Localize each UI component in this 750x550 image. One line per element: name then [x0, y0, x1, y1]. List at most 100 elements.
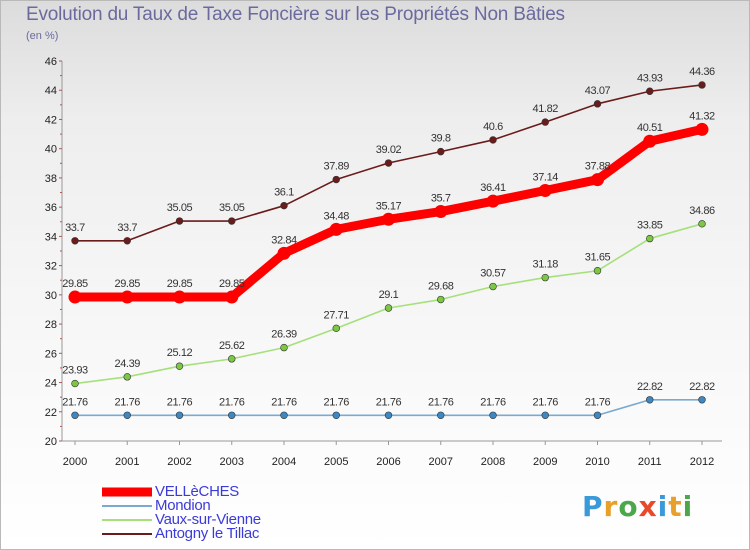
- data-label-antogny-le-tillac-2007: 39.8: [431, 133, 451, 145]
- logo-letter: i: [657, 490, 669, 523]
- point-vell-ches-2010: [591, 173, 604, 187]
- y-tick-label-46: 46: [45, 56, 57, 68]
- data-label-antogny-le-tillac-2010: 43.07: [585, 85, 611, 97]
- y-tick-label-44: 44: [45, 85, 57, 97]
- data-label-vaux-sur-vienne-2012: 34.86: [689, 205, 715, 217]
- point-mondion-2000: [71, 411, 79, 419]
- point-mondion-2009: [541, 411, 549, 419]
- legend-label-vaux-sur-vienne: Vaux-sur-Vienne: [155, 511, 261, 528]
- y-tick-label-22: 22: [45, 407, 57, 419]
- point-vaux-sur-vienne-2004: [280, 343, 288, 352]
- point-vell-ches-2008: [486, 194, 500, 208]
- point-vaux-sur-vienne-2012: [698, 220, 706, 228]
- point-vell-ches-2012: [695, 122, 709, 136]
- data-label-vaux-sur-vienne-2006: 29.1: [379, 289, 399, 301]
- x-tick-label-2008: 2008: [481, 456, 505, 468]
- x-tick-label-2000: 2000: [63, 456, 87, 468]
- point-antogny-le-tillac-2011: [646, 87, 654, 95]
- point-vell-ches-2007: [434, 205, 448, 219]
- x-tick-label-2006: 2006: [376, 456, 400, 468]
- point-vell-ches-2009: [538, 183, 552, 197]
- legend-label-mondion: Mondion: [155, 497, 211, 514]
- x-tick-label-2012: 2012: [690, 456, 714, 468]
- data-label-vell-ches-2001: 29.85: [114, 278, 140, 290]
- legend-swatch-vaux-sur-vienne: [102, 519, 152, 521]
- y-tick-label-24: 24: [45, 378, 57, 390]
- point-mondion-2005: [332, 411, 340, 419]
- data-label-vell-ches-2000: 29.85: [62, 278, 88, 290]
- data-label-mondion-2004: 21.76: [271, 396, 297, 408]
- point-vell-ches-2011: [643, 134, 657, 148]
- data-label-mondion-2008: 21.76: [480, 396, 506, 408]
- data-label-vell-ches-2011: 40.51: [637, 122, 663, 134]
- point-antogny-le-tillac-2003: [228, 217, 236, 225]
- point-vell-ches-2001: [120, 290, 134, 304]
- data-label-mondion-2011: 22.82: [637, 381, 663, 393]
- logo-letter: i: [682, 490, 694, 523]
- logo-letter: r: [603, 490, 619, 523]
- legend-swatch-velleches: [102, 487, 152, 497]
- data-label-mondion-2001: 21.76: [114, 396, 140, 408]
- point-vaux-sur-vienne-2007: [437, 295, 445, 304]
- data-label-vaux-sur-vienne-2001: 24.39: [114, 358, 140, 370]
- data-label-mondion-2005: 21.76: [323, 396, 349, 408]
- data-label-vaux-sur-vienne-2009: 31.18: [532, 259, 558, 271]
- legend-swatch-antogny-le-tillac: [102, 533, 152, 535]
- logo-letter: P: [582, 490, 604, 523]
- point-mondion-2010: [593, 411, 602, 419]
- data-label-vell-ches-2003: 29.85: [219, 278, 245, 290]
- data-label-mondion-2010: 21.76: [585, 396, 611, 408]
- x-tick-label-2002: 2002: [167, 456, 191, 468]
- point-antogny-le-tillac-2007: [437, 147, 445, 156]
- x-tick-label-2011: 2011: [638, 456, 662, 468]
- point-antogny-le-tillac-2009: [541, 118, 549, 126]
- data-label-antogny-le-tillac-2006: 39.02: [376, 144, 402, 156]
- data-label-antogny-le-tillac-2003: 35.05: [219, 202, 245, 214]
- data-label-antogny-le-tillac-2001: 33.7: [117, 222, 137, 234]
- y-tick-label-36: 36: [45, 202, 57, 214]
- point-vaux-sur-vienne-2009: [541, 273, 549, 282]
- point-vell-ches-2005: [329, 222, 343, 236]
- data-label-mondion-2012: 22.82: [689, 381, 715, 393]
- y-tick-label-20: 20: [45, 436, 57, 448]
- data-label-vell-ches-2008: 36.41: [480, 182, 506, 194]
- point-vaux-sur-vienne-2011: [646, 234, 654, 243]
- point-vaux-sur-vienne-2006: [384, 304, 393, 312]
- data-label-antogny-le-tillac-2011: 43.93: [637, 72, 663, 84]
- y-tick-label-42: 42: [45, 114, 57, 126]
- data-label-vell-ches-2002: 29.85: [167, 278, 193, 290]
- data-label-vaux-sur-vienne-2003: 25.62: [219, 340, 245, 352]
- data-label-vell-ches-2005: 34.48: [323, 210, 349, 222]
- y-tick-label-28: 28: [45, 319, 57, 331]
- data-label-vell-ches-2012: 41.32: [689, 110, 715, 122]
- data-label-vell-ches-2007: 35.7: [431, 193, 451, 205]
- point-vaux-sur-vienne-2002: [175, 362, 184, 370]
- point-vaux-sur-vienne-2005: [332, 324, 340, 333]
- y-tick-label-32: 32: [45, 261, 57, 273]
- data-label-vaux-sur-vienne-2004: 26.39: [271, 329, 297, 341]
- point-antogny-le-tillac-2000: [71, 237, 79, 245]
- data-label-antogny-le-tillac-2002: 35.05: [167, 202, 193, 214]
- point-mondion-2003: [228, 411, 236, 419]
- point-antogny-le-tillac-2002: [175, 217, 184, 225]
- logo-letter: x: [638, 490, 658, 523]
- x-tick-label-2003: 2003: [220, 456, 244, 468]
- point-mondion-2007: [437, 411, 445, 419]
- y-tick-label-34: 34: [45, 231, 57, 243]
- data-label-mondion-2007: 21.76: [428, 396, 454, 408]
- chart-subtitle: (en %): [26, 30, 59, 42]
- point-antogny-le-tillac-2005: [332, 175, 340, 184]
- x-tick-label-2001: 2001: [115, 456, 139, 468]
- point-vaux-sur-vienne-2008: [489, 282, 497, 291]
- point-mondion-2012: [698, 396, 706, 404]
- data-label-vaux-sur-vienne-2008: 30.57: [480, 268, 506, 280]
- point-vaux-sur-vienne-2000: [71, 379, 79, 388]
- y-tick-label-30: 30: [45, 290, 57, 302]
- x-tick-label-2009: 2009: [533, 456, 557, 468]
- data-label-mondion-2003: 21.76: [219, 396, 245, 408]
- legend-swatch-mondion: [102, 505, 152, 507]
- point-vell-ches-2004: [277, 246, 291, 260]
- chart-title: Evolution du Taux de Taxe Foncière sur l…: [26, 4, 565, 25]
- legend-label-antogny-le-tillac: Antogny le Tillac: [155, 525, 260, 542]
